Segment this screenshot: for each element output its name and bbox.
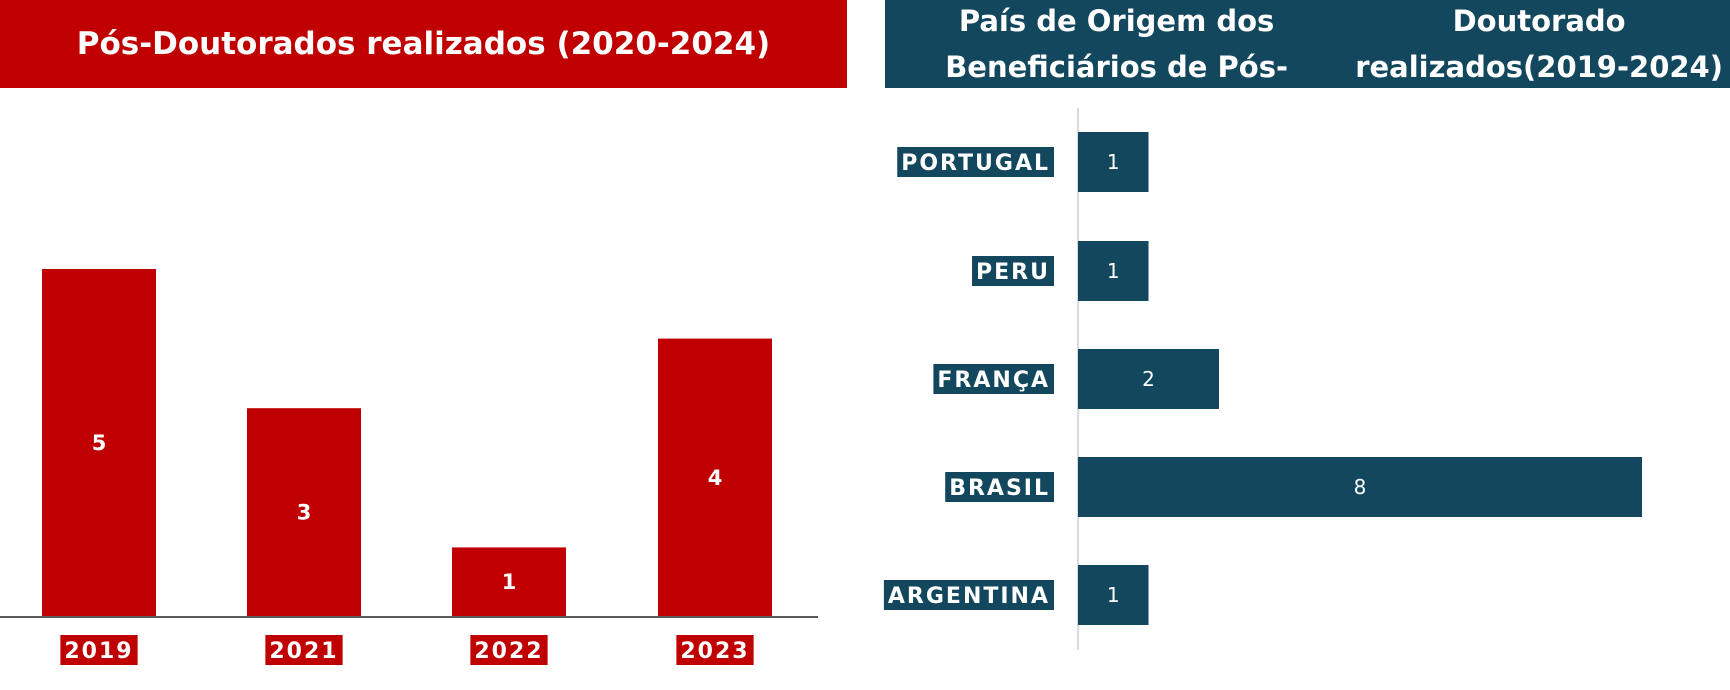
bar-brasil [1078, 457, 1642, 517]
bar-peru [1078, 241, 1149, 301]
bar-2019 [42, 269, 156, 617]
data-label-peru: 1 [1107, 259, 1120, 283]
bar-2022 [452, 547, 566, 617]
right-chart-title-line2: Doutorado realizados(2019-2024) [1355, 4, 1723, 84]
tick-label-bg-frança [933, 364, 1054, 394]
left-chart-title-text: Pós-Doutorados realizados (2020-2024) [76, 26, 771, 62]
right-chart-title: País de Origem dos Beneficiários de Pós-… [885, 0, 1730, 88]
tick-label-bg-2019 [60, 635, 138, 665]
bar-argentina [1078, 565, 1149, 625]
bar-portugal [1078, 132, 1149, 192]
tick-label-bg-2021 [265, 635, 343, 665]
tick-label-bg-portugal [897, 147, 1054, 177]
data-label-2019: 5 [92, 431, 107, 455]
tick-label-bg-brasil [945, 472, 1054, 502]
data-label-argentina: 1 [1107, 583, 1120, 607]
tick-label-bg-2023 [676, 635, 754, 665]
tick-label-bg-argentina [883, 580, 1054, 610]
right-chart-title-line1: País de Origem dos Beneficiários de Pós- [945, 4, 1289, 84]
tick-label-2022: 2022 [474, 639, 543, 664]
left-chart-title: Pós-Doutorados realizados (2020-2024) [0, 0, 847, 88]
data-label-frança: 2 [1142, 367, 1155, 391]
bar-2023 [658, 338, 772, 617]
data-label-2022: 1 [502, 570, 517, 594]
tick-label-argentina: ARGENTINA [888, 584, 1050, 609]
tick-label-frança: FRANÇA [937, 368, 1050, 393]
tick-label-peru: PERU [976, 260, 1050, 285]
tick-label-2021: 2021 [269, 639, 338, 664]
tick-label-bg-2022 [470, 635, 548, 665]
tick-label-brasil: BRASIL [949, 476, 1050, 501]
tick-label-2023: 2023 [680, 639, 749, 664]
tick-label-2019: 2019 [64, 639, 133, 664]
bar-2021 [247, 408, 361, 617]
tick-label-bg-peru [972, 256, 1054, 286]
data-label-2021: 3 [297, 501, 312, 525]
data-label-brasil: 8 [1354, 475, 1367, 499]
tick-label-portugal: PORTUGAL [901, 151, 1050, 176]
bar-frança [1078, 349, 1219, 409]
data-label-2023: 4 [708, 466, 723, 490]
data-label-portugal: 1 [1107, 150, 1120, 174]
